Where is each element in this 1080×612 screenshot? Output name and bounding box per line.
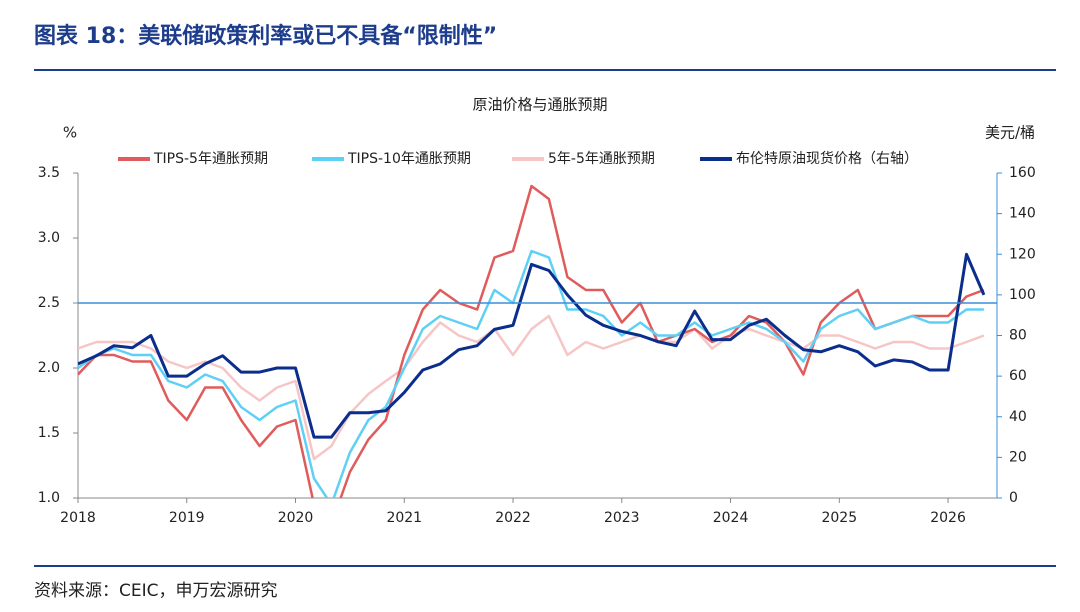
y-axis-label: % (63, 124, 77, 142)
chart-title: 原油价格与通胀预期 (472, 96, 607, 114)
y2-tick-label: 120 (1009, 246, 1036, 262)
legend-label: TIPS-10年通胀预期 (347, 151, 471, 167)
x-tick-label: 2021 (386, 510, 422, 526)
y-tick-label: 3.0 (38, 230, 60, 246)
x-tick-label: 2023 (604, 510, 640, 526)
y-tick-label: 2.5 (38, 295, 60, 311)
y-tick-label: 1.0 (38, 490, 60, 506)
y2-tick-label: 140 (1009, 206, 1036, 222)
y-tick-label: 2.0 (38, 360, 60, 376)
x-tick-label: 2018 (60, 510, 96, 526)
page-title: 图表 18：美联储政策利率或已不具备“限制性” (34, 23, 497, 49)
x-tick-label: 2024 (713, 510, 749, 526)
series-line (78, 184, 985, 498)
y2-tick-label: 160 (1009, 165, 1036, 181)
y-tick-label: 1.5 (38, 425, 60, 441)
series-line (78, 314, 985, 461)
x-tick-label: 2026 (930, 510, 966, 526)
legend-label: 5年-5年通胀预期 (548, 151, 655, 167)
series-line (78, 252, 986, 439)
x-tick-label: 2019 (169, 510, 205, 526)
series-line (78, 249, 984, 498)
plot-area (78, 184, 986, 498)
x-tick-label: 2020 (278, 510, 314, 526)
y-tick-label: 3.5 (38, 165, 60, 181)
legend-label: 布伦特原油现货价格（右轴） (736, 150, 918, 167)
y2-tick-label: 60 (1009, 368, 1027, 384)
y2-tick-label: 100 (1009, 287, 1036, 303)
source-note: 资料来源：CEIC，申万宏源研究 (34, 581, 278, 601)
legend-label: TIPS-5年通胀预期 (153, 151, 268, 167)
x-tick-label: 2025 (821, 510, 857, 526)
y2-tick-label: 40 (1009, 409, 1027, 425)
y2-tick-label: 0 (1009, 490, 1018, 506)
y2-axis-label: 美元/桶 (985, 124, 1035, 142)
x-tick-label: 2022 (495, 510, 531, 526)
y2-tick-label: 20 (1009, 449, 1027, 465)
y2-tick-label: 80 (1009, 328, 1027, 344)
